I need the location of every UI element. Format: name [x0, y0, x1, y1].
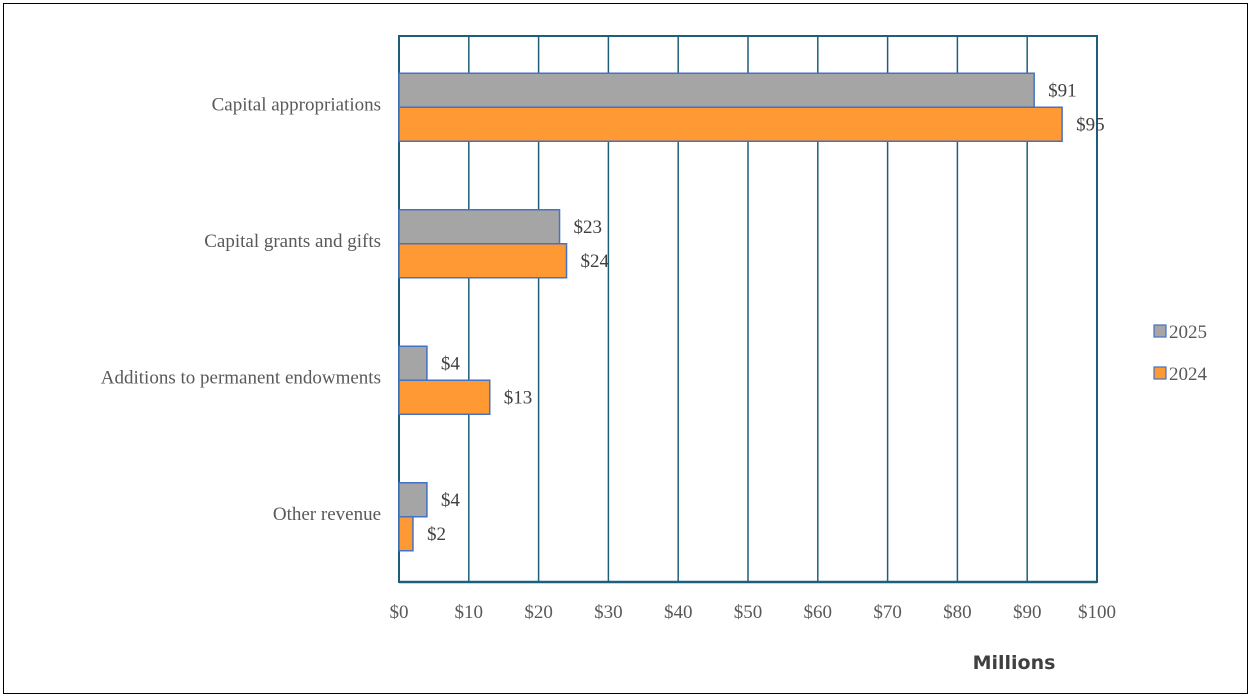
x-tick-label-10: $100 [1078, 602, 1116, 623]
x-tick-label-7: $70 [873, 602, 902, 623]
x-tick-label-9: $90 [1013, 602, 1042, 623]
category-label-0: Capital appropriations [212, 94, 381, 115]
legend: 2025 2024 [1153, 322, 1208, 385]
bar-chart: $91 $95 $23 $24 $4 $13 $4 $2 Capital appropriat… [101, 35, 1208, 674]
bar-2025-2 [398, 345, 428, 381]
category-label-1: Capital grants and gifts [204, 231, 381, 252]
data-label-2025-2: $4 [441, 353, 461, 374]
data-label-2024-2: $13 [504, 387, 533, 408]
bar-2024-0 [398, 106, 1063, 142]
category-labels: Capital appropriations Capital grants and… [101, 94, 381, 525]
x-tick-label-1: $10 [455, 602, 484, 623]
data-label-2024-0: $95 [1076, 114, 1105, 135]
data-label-2025-3: $4 [441, 490, 461, 511]
data-label-2025-0: $91 [1048, 80, 1077, 101]
x-tick-label-4: $40 [664, 602, 693, 623]
bars [398, 72, 1063, 552]
data-label-2024-1: $24 [581, 251, 610, 272]
unit-label: Millions [973, 652, 1056, 674]
x-tick-label-8: $80 [943, 602, 972, 623]
category-label-3: Other revenue [273, 504, 381, 525]
data-labels: $91 $95 $23 $24 $4 $13 $4 $2 [427, 80, 1105, 545]
x-tick-label-6: $60 [804, 602, 833, 623]
bar-2024-3 [398, 516, 414, 552]
x-tick-label-0: $0 [390, 602, 409, 623]
x-tick-label-5: $50 [734, 602, 763, 623]
x-tick-label-3: $30 [594, 602, 623, 623]
data-label-2024-3: $2 [427, 524, 446, 545]
category-label-2: Additions to permanent endowments [101, 367, 381, 388]
legend-swatch-2025 [1153, 324, 1167, 338]
bar-2025-0 [398, 72, 1035, 108]
legend-swatch-2024 [1153, 366, 1167, 380]
bar-2024-1 [398, 243, 568, 279]
legend-label-2025: 2025 [1169, 322, 1207, 343]
bar-2024-2 [398, 379, 491, 415]
x-tick-labels: $0 $10 $20 $30 $40 $50 $60 $70 $80 $90 $100 [390, 602, 1117, 623]
chart-frame: $91 $95 $23 $24 $4 $13 $4 $2 Capital appropriat… [3, 3, 1248, 694]
x-tick-label-2: $20 [524, 602, 553, 623]
legend-label-2024: 2024 [1169, 364, 1208, 385]
bar-2025-1 [398, 209, 561, 245]
data-label-2025-1: $23 [574, 217, 603, 238]
bar-2025-3 [398, 482, 428, 518]
